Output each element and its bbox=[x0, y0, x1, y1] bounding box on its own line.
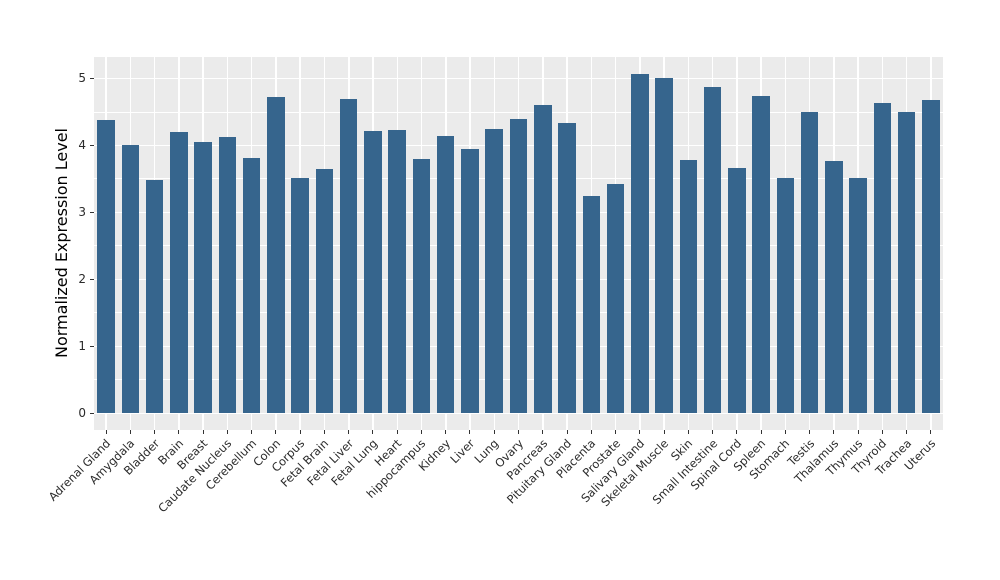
bar bbox=[242, 158, 261, 414]
bar bbox=[922, 99, 940, 414]
x-tick-mark bbox=[712, 430, 714, 434]
x-tick-mark bbox=[542, 430, 544, 434]
bar bbox=[703, 87, 722, 414]
bar bbox=[339, 99, 358, 414]
y-tick-label: 1 bbox=[78, 339, 86, 354]
bar bbox=[145, 180, 164, 414]
bar bbox=[849, 178, 867, 414]
x-tick-mark bbox=[178, 430, 180, 434]
x-tick-mark bbox=[639, 430, 641, 434]
y-tick-label: 3 bbox=[78, 205, 86, 220]
bar bbox=[485, 129, 503, 414]
bar bbox=[170, 132, 188, 414]
bar bbox=[752, 95, 770, 414]
x-tick-mark bbox=[833, 430, 835, 434]
x-tick-mark bbox=[566, 430, 568, 434]
x-tick-mark bbox=[590, 430, 592, 434]
bar bbox=[679, 160, 698, 414]
x-tick-mark bbox=[445, 430, 447, 434]
bar bbox=[291, 177, 309, 414]
x-tick-mark bbox=[857, 430, 859, 434]
y-tick-mark bbox=[90, 278, 94, 280]
bar bbox=[558, 122, 576, 414]
y-tick-mark bbox=[90, 412, 94, 414]
x-tick-mark bbox=[906, 430, 908, 434]
bar bbox=[509, 119, 528, 414]
x-tick-mark bbox=[396, 430, 398, 434]
bar bbox=[728, 168, 746, 414]
x-tick-mark bbox=[493, 430, 495, 434]
x-tick-mark bbox=[760, 430, 762, 434]
bar bbox=[121, 145, 140, 414]
x-tick-mark bbox=[251, 430, 253, 434]
bar bbox=[606, 183, 625, 414]
x-tick-mark bbox=[105, 430, 107, 434]
x-tick-mark bbox=[372, 430, 374, 434]
x-tick-mark bbox=[202, 430, 204, 434]
bar bbox=[655, 78, 673, 414]
x-tick-mark bbox=[518, 430, 519, 434]
bar bbox=[315, 168, 334, 414]
bar bbox=[825, 160, 843, 414]
bar bbox=[436, 136, 455, 414]
y-tick-mark bbox=[90, 144, 94, 146]
x-tick-mark bbox=[275, 430, 277, 434]
plot-panel bbox=[94, 57, 943, 430]
y-tick-label: 2 bbox=[78, 272, 86, 287]
bar bbox=[388, 129, 406, 414]
x-tick-mark bbox=[129, 430, 131, 434]
y-tick-mark bbox=[90, 345, 94, 347]
bar bbox=[897, 111, 916, 414]
bar bbox=[582, 195, 601, 414]
x-tick-mark bbox=[420, 430, 422, 434]
x-tick-mark bbox=[226, 430, 228, 434]
bar bbox=[194, 142, 212, 414]
bar bbox=[631, 73, 649, 414]
x-tick-mark bbox=[663, 430, 665, 434]
bar bbox=[800, 111, 819, 414]
x-tick-mark bbox=[615, 430, 617, 434]
x-tick-mark bbox=[687, 430, 689, 434]
bar bbox=[412, 158, 431, 414]
x-tick-mark bbox=[299, 430, 301, 434]
y-tick-mark bbox=[90, 211, 94, 213]
x-tick-mark bbox=[784, 430, 786, 434]
y-tick-label: 4 bbox=[78, 138, 86, 153]
y-tick-label: 5 bbox=[78, 71, 86, 86]
y-tick-label: 0 bbox=[78, 406, 86, 421]
x-tick-mark bbox=[881, 430, 883, 434]
x-tick-mark bbox=[348, 430, 350, 434]
bar bbox=[534, 104, 552, 414]
bar bbox=[873, 102, 892, 414]
y-tick-mark bbox=[90, 77, 94, 79]
bar bbox=[218, 137, 237, 414]
x-tick-mark bbox=[469, 430, 471, 434]
bar bbox=[364, 130, 382, 414]
bar bbox=[97, 119, 115, 414]
x-tick-mark bbox=[736, 430, 738, 434]
x-tick-mark bbox=[930, 430, 932, 434]
y-axis-title: Normalized Expression Level bbox=[52, 128, 71, 359]
bar bbox=[461, 148, 479, 414]
x-tick-mark bbox=[154, 430, 156, 434]
x-tick-mark bbox=[809, 430, 811, 434]
bar bbox=[267, 97, 285, 414]
bar bbox=[776, 178, 795, 414]
x-tick-mark bbox=[323, 430, 325, 434]
